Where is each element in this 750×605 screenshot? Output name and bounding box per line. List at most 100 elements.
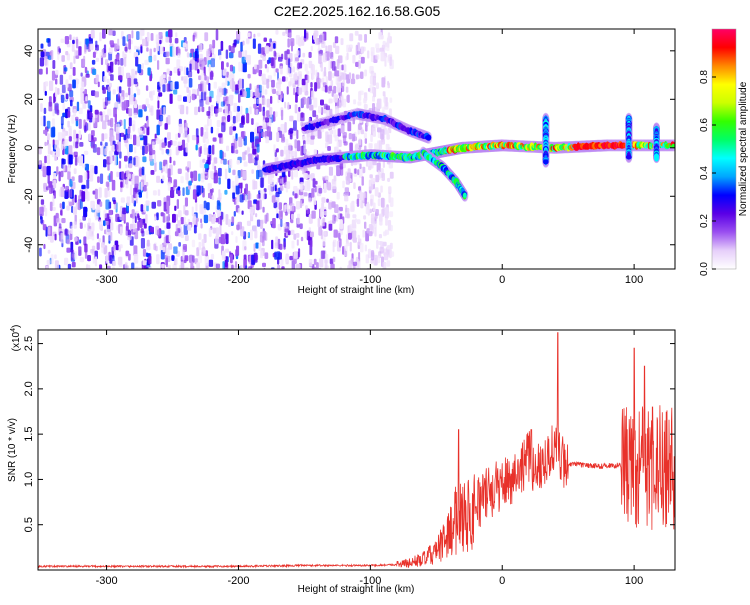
heatmap-cell	[345, 204, 348, 213]
heatmap-cell	[180, 176, 184, 184]
heatmap-cell	[374, 227, 377, 237]
heatmap-cell	[231, 145, 234, 154]
heatmap-cell	[358, 123, 362, 131]
heatmap-cell	[141, 63, 144, 69]
heatmap-cell	[213, 157, 218, 164]
heatmap-cell	[261, 131, 265, 138]
heatmap-cell	[242, 240, 247, 251]
heatmap-cell	[44, 90, 47, 96]
heatmap-cell	[329, 129, 334, 135]
heatmap-cell	[314, 129, 318, 137]
heatmap-cell	[290, 229, 295, 235]
heatmap-cell	[281, 266, 285, 269]
heatmap-cell	[186, 134, 190, 143]
heatmap-cell	[251, 141, 255, 149]
heatmap-cell	[213, 213, 216, 222]
heatmap-cell	[46, 259, 51, 266]
heatmap-cell	[202, 81, 207, 93]
heatmap-cell	[87, 255, 91, 262]
heatmap-cell	[255, 88, 260, 98]
heatmap-cell	[60, 232, 65, 244]
heatmap-cell	[98, 238, 102, 243]
heatmap-cell	[309, 104, 314, 111]
heatmap-cell	[218, 107, 223, 113]
heatmap-cell	[100, 113, 104, 122]
heatmap-cell	[249, 206, 254, 214]
heatmap-cell	[293, 233, 297, 240]
heatmap-cell	[177, 94, 182, 102]
heatmap-cell	[103, 44, 107, 54]
heatmap-cell	[117, 59, 120, 66]
heatmap-cell	[173, 67, 178, 74]
heatmap-cell	[65, 79, 69, 88]
heatmap-cell	[251, 158, 255, 164]
heatmap-cell	[360, 129, 365, 135]
heatmap-cell	[261, 85, 264, 95]
heatmap-cell	[339, 219, 343, 230]
heatmap-cell	[47, 235, 52, 240]
snr-background	[38, 330, 675, 570]
heatmap-cell	[327, 182, 331, 191]
heatmap-cell	[171, 255, 175, 261]
figure-title: C2E2.2025.162.16.58.G05	[274, 3, 441, 19]
heatmap-cell	[372, 75, 376, 86]
heatmap-cell	[285, 203, 290, 210]
heatmap-cell	[317, 129, 322, 139]
heatmap-cell	[218, 189, 221, 200]
heatmap-cell	[300, 112, 305, 122]
heatmap-cell	[96, 147, 101, 156]
heatmap-cell	[282, 76, 286, 82]
heatmap-cell	[208, 227, 212, 237]
heatmap-cell	[352, 261, 358, 266]
heatmap-cell	[321, 197, 326, 203]
colorbar-tick-label: 0.2	[699, 214, 710, 228]
heatmap-cell	[386, 260, 391, 267]
heatmap-cell	[133, 245, 138, 257]
heatmap-cell	[322, 235, 326, 246]
heatmap-cell	[239, 194, 244, 203]
heatmap-cell	[94, 256, 98, 267]
heatmap-cell	[79, 257, 85, 263]
heatmap-cell	[126, 196, 131, 206]
heatmap-cell	[262, 235, 265, 247]
heatmap-cell	[238, 93, 241, 103]
heatmap-cell	[277, 238, 281, 250]
heatmap-cell	[197, 255, 202, 264]
heatmap-cell	[142, 184, 147, 192]
heatmap-cell	[110, 74, 114, 81]
heatmap-cell	[253, 33, 256, 38]
heatmap-cell	[102, 120, 107, 130]
snr-y-tick-label: 0.5	[23, 517, 35, 532]
heatmap-cell	[255, 242, 259, 249]
heatmap-cell	[245, 183, 248, 195]
heatmap-cell	[275, 207, 278, 214]
snr-frame	[37, 329, 676, 571]
heatmap-cell	[276, 251, 281, 260]
heatmap-cell	[192, 34, 195, 42]
heatmap-cell	[208, 213, 212, 222]
snr-x-axis: -300 -200 -100 0 100	[96, 330, 643, 587]
heatmap-cell	[332, 241, 335, 253]
heatmap-cell	[46, 120, 51, 129]
heatmap-cell	[280, 211, 283, 218]
heatmap-cell	[257, 160, 261, 168]
heatmap-cell	[78, 118, 82, 129]
heatmap-cell	[380, 197, 385, 208]
heatmap-cell	[112, 197, 116, 202]
heatmap-cell	[68, 125, 72, 137]
heatmap-cell	[199, 99, 204, 107]
heatmap-cell	[212, 227, 217, 234]
heatmap-cell	[51, 70, 56, 81]
heatmap-cell	[118, 75, 123, 81]
heatmap-cell	[313, 149, 317, 155]
heatmap-cell	[387, 55, 390, 63]
heatmap-cell	[103, 220, 106, 227]
heatmap-cell	[301, 85, 306, 93]
heatmap-cell	[134, 175, 139, 187]
heatmap-cell	[89, 173, 94, 182]
heatmap-cell	[112, 30, 116, 36]
heatmap-cell	[127, 127, 131, 134]
heatmap-cell	[56, 166, 59, 175]
heatmap-cell	[159, 244, 163, 251]
heatmap-cell	[50, 127, 56, 138]
